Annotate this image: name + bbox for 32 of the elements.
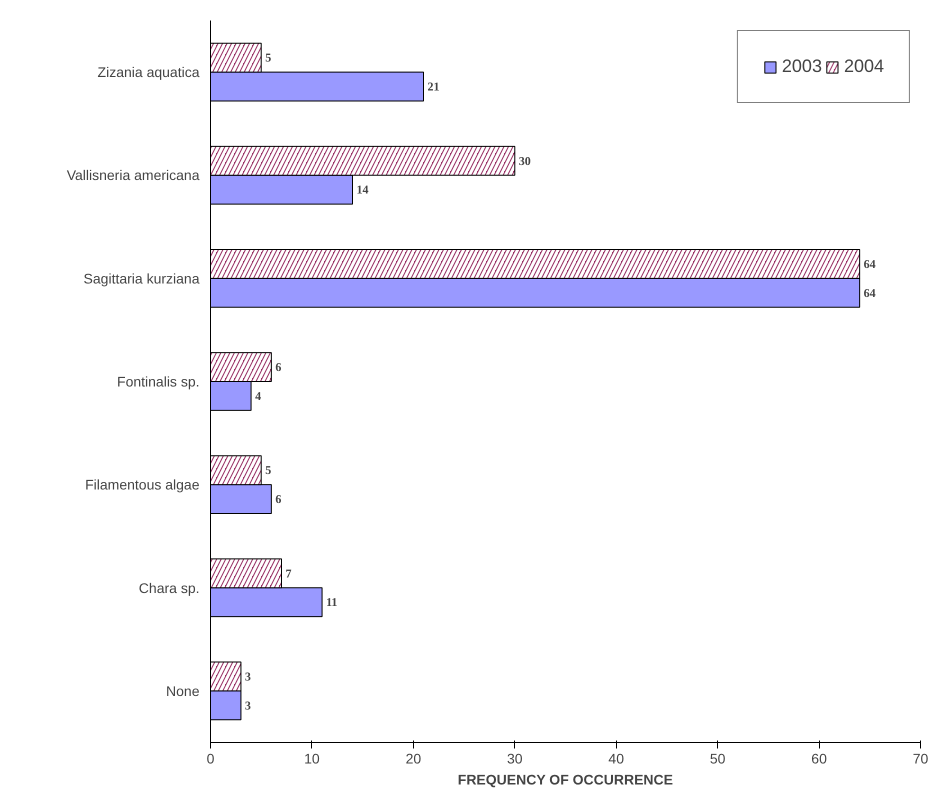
data-label: 30: [518, 154, 531, 168]
data-label: 21: [428, 80, 440, 94]
x-tick-label: 30: [507, 750, 523, 766]
x-tick-label: 70: [912, 750, 928, 766]
data-label: 5: [265, 463, 272, 478]
data-label: 6: [275, 492, 282, 506]
x-tick-label: 20: [406, 750, 422, 766]
data-label: 6: [275, 360, 282, 374]
legend-label: 2004: [844, 56, 884, 77]
data-label: 3: [244, 698, 251, 712]
data-label: 11: [326, 595, 338, 610]
x-tick-label: 50: [710, 750, 726, 766]
data-label: 14: [356, 182, 368, 197]
y-tick-label: Vallisneria americana: [66, 167, 200, 184]
data-label: 64: [864, 256, 876, 271]
x-axis-title: FREQUENCY OF OCCURRENCE: [458, 772, 673, 788]
x-tick-label: 60: [811, 750, 828, 766]
data-label: 4: [255, 388, 262, 403]
data-label: 7: [286, 566, 292, 580]
y-tick-label: Zizania aquatica: [98, 64, 200, 80]
y-tick-label: None: [166, 682, 200, 699]
x-tick-label: 10: [304, 750, 320, 766]
y-tick-label: Fontinalis sp.: [117, 374, 200, 390]
x-tick-label: 40: [608, 750, 624, 766]
y-tick-label: Chara sp.: [138, 580, 200, 596]
data-label: 3: [244, 669, 251, 684]
legend-label: 2003: [782, 56, 822, 77]
data-label: 64: [864, 286, 876, 300]
x-tick-label: 0: [206, 750, 215, 766]
y-tick-label: Filamentous algae: [85, 476, 200, 493]
y-tick-label: Sagittaria kurziana: [84, 270, 200, 286]
data-label: 5: [265, 50, 272, 65]
